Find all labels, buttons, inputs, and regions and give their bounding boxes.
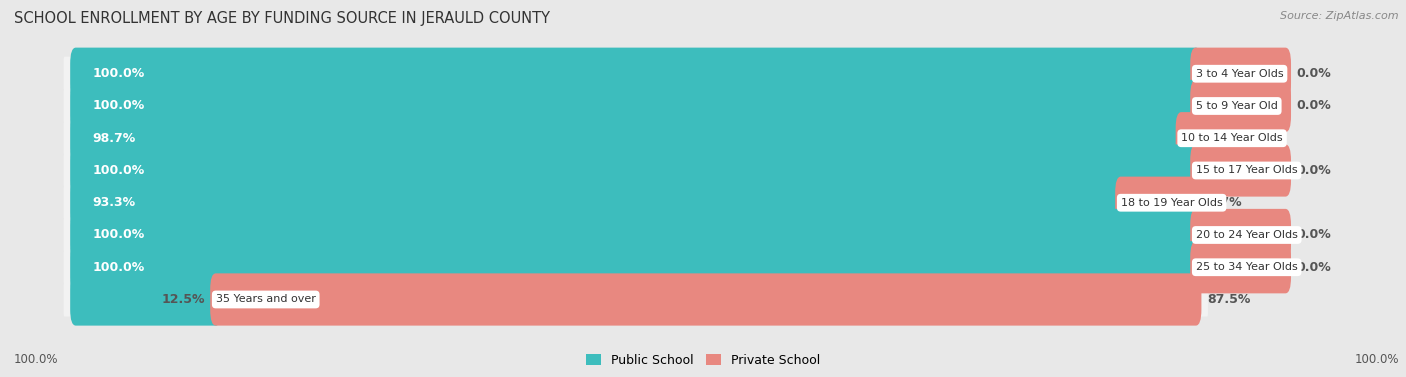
Text: 6.7%: 6.7% [1206, 196, 1241, 209]
Text: 18 to 19 Year Olds: 18 to 19 Year Olds [1121, 198, 1223, 208]
Text: 0.0%: 0.0% [1296, 67, 1331, 80]
FancyBboxPatch shape [70, 273, 221, 326]
FancyBboxPatch shape [63, 89, 1208, 123]
FancyBboxPatch shape [63, 218, 1208, 252]
FancyBboxPatch shape [1191, 80, 1291, 132]
FancyBboxPatch shape [63, 282, 1208, 317]
FancyBboxPatch shape [1191, 209, 1291, 261]
Text: Source: ZipAtlas.com: Source: ZipAtlas.com [1281, 11, 1399, 21]
Text: 20 to 24 Year Olds: 20 to 24 Year Olds [1197, 230, 1298, 240]
Text: 100.0%: 100.0% [93, 228, 145, 242]
FancyBboxPatch shape [1191, 144, 1291, 197]
Text: 100.0%: 100.0% [93, 100, 145, 112]
FancyBboxPatch shape [70, 241, 1201, 293]
Text: 12.5%: 12.5% [162, 293, 205, 306]
Text: SCHOOL ENROLLMENT BY AGE BY FUNDING SOURCE IN JERAULD COUNTY: SCHOOL ENROLLMENT BY AGE BY FUNDING SOUR… [14, 11, 550, 26]
Text: 100.0%: 100.0% [1354, 353, 1399, 366]
Text: 100.0%: 100.0% [14, 353, 59, 366]
Text: 25 to 34 Year Olds: 25 to 34 Year Olds [1197, 262, 1298, 272]
Text: 0.0%: 0.0% [1296, 261, 1331, 274]
Text: 3 to 4 Year Olds: 3 to 4 Year Olds [1197, 69, 1284, 79]
Text: 100.0%: 100.0% [93, 261, 145, 274]
FancyBboxPatch shape [63, 57, 1208, 91]
FancyBboxPatch shape [70, 48, 1201, 100]
Text: 100.0%: 100.0% [93, 67, 145, 80]
FancyBboxPatch shape [63, 250, 1208, 284]
FancyBboxPatch shape [70, 209, 1201, 261]
FancyBboxPatch shape [63, 185, 1208, 220]
FancyBboxPatch shape [63, 121, 1208, 155]
FancyBboxPatch shape [1175, 112, 1201, 164]
Text: 10 to 14 Year Olds: 10 to 14 Year Olds [1181, 133, 1282, 143]
FancyBboxPatch shape [70, 80, 1201, 132]
Text: 87.5%: 87.5% [1206, 293, 1250, 306]
FancyBboxPatch shape [70, 176, 1126, 229]
Text: 93.3%: 93.3% [93, 196, 136, 209]
Legend: Public School, Private School: Public School, Private School [579, 348, 827, 373]
FancyBboxPatch shape [63, 153, 1208, 188]
Text: 0.0%: 0.0% [1296, 228, 1331, 242]
FancyBboxPatch shape [1191, 48, 1291, 100]
FancyBboxPatch shape [70, 112, 1187, 164]
Text: 0.0%: 0.0% [1296, 164, 1331, 177]
Text: 100.0%: 100.0% [93, 164, 145, 177]
Text: 5 to 9 Year Old: 5 to 9 Year Old [1197, 101, 1278, 111]
Text: 15 to 17 Year Olds: 15 to 17 Year Olds [1197, 166, 1298, 175]
FancyBboxPatch shape [209, 273, 1201, 326]
Text: 98.7%: 98.7% [93, 132, 136, 145]
Text: 35 Years and over: 35 Years and over [215, 294, 316, 305]
Text: 1.3%: 1.3% [1206, 132, 1241, 145]
FancyBboxPatch shape [1191, 241, 1291, 293]
FancyBboxPatch shape [70, 144, 1201, 197]
FancyBboxPatch shape [1115, 176, 1201, 229]
Text: 0.0%: 0.0% [1296, 100, 1331, 112]
